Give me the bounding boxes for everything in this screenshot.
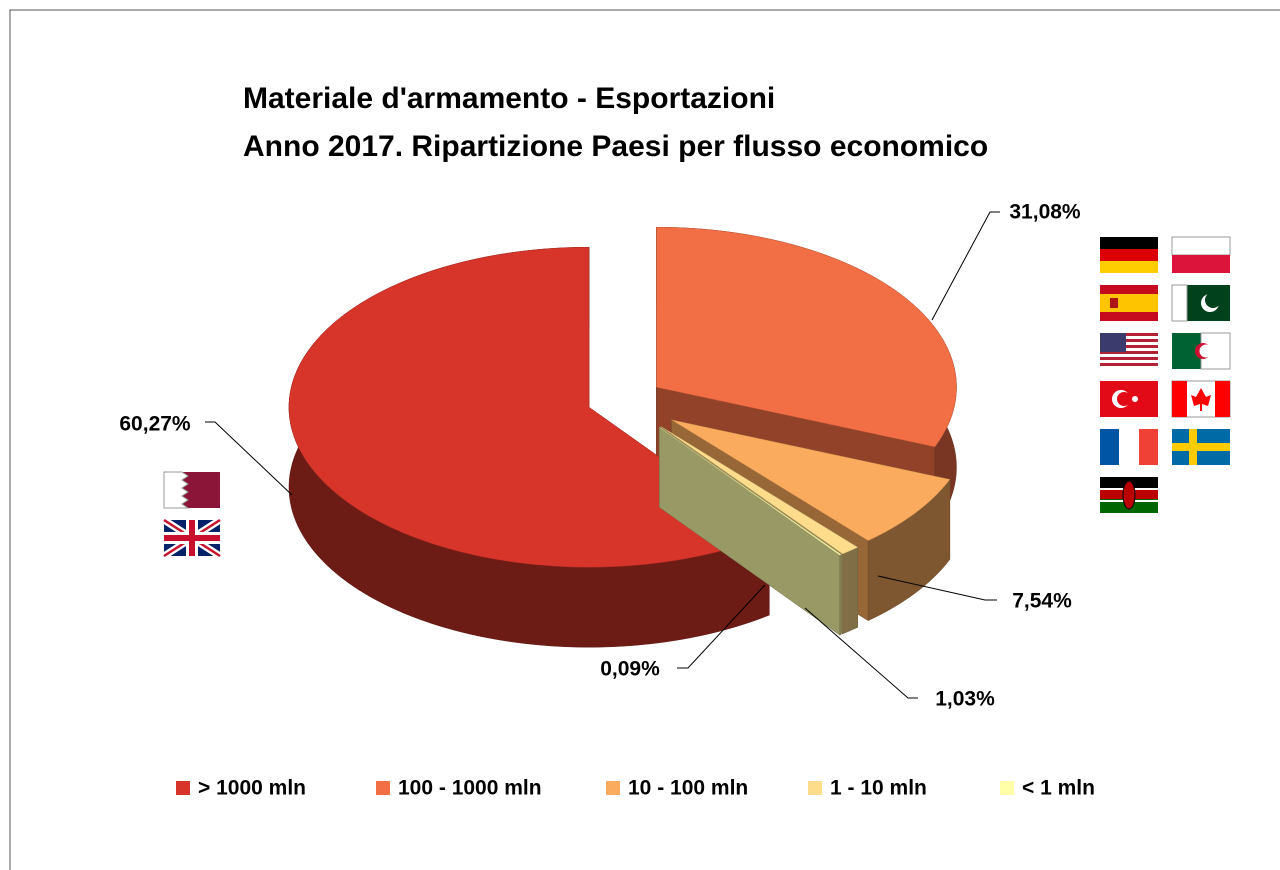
leader-line xyxy=(931,211,1000,321)
slice xyxy=(656,226,957,448)
flag-pakistan xyxy=(1171,284,1230,322)
data-label: 7,54% xyxy=(1012,590,1072,613)
flag-france xyxy=(1100,429,1158,465)
flag-poland xyxy=(1171,236,1231,273)
legend-label: 100 - 1000 mln xyxy=(398,777,542,800)
legend-swatch xyxy=(1000,781,1014,795)
flag-canada xyxy=(1171,380,1231,418)
slice-side xyxy=(839,554,842,636)
leader-line xyxy=(677,584,766,669)
legend-label: > 1000 mln xyxy=(198,777,306,800)
legend-label: 1 - 10 mln xyxy=(830,777,927,800)
legend-swatch xyxy=(376,781,390,795)
slice xyxy=(288,246,770,568)
flag-qatar xyxy=(163,471,220,509)
flag-kenya xyxy=(1100,477,1158,513)
legend-swatch xyxy=(606,781,620,795)
flags-right xyxy=(1100,236,1231,513)
chart-title: Anno 2017. Ripartizione Paesi per flusso… xyxy=(243,130,988,163)
leader-line xyxy=(205,421,293,496)
slice xyxy=(659,426,842,636)
chart-title: Materiale d'armamento - Esportazioni xyxy=(243,82,775,115)
flag-uk xyxy=(162,517,222,559)
data-label: 60,27% xyxy=(119,413,191,436)
flag-algeria xyxy=(1172,332,1231,370)
flag-turkey xyxy=(1100,381,1158,417)
legend-label: < 1 mln xyxy=(1022,777,1095,800)
chart-frame xyxy=(9,9,1280,870)
slice-side xyxy=(842,546,858,635)
slice xyxy=(659,427,842,556)
leader-line xyxy=(877,575,997,601)
legend-swatch xyxy=(176,781,190,795)
slice xyxy=(671,419,951,541)
flag-germany xyxy=(1100,237,1158,273)
flag-sweden xyxy=(1172,429,1230,465)
flag-spain xyxy=(1100,285,1158,321)
flag-usa xyxy=(1100,333,1158,369)
data-label: 0,09% xyxy=(600,658,660,681)
slice xyxy=(288,246,770,648)
leader-line xyxy=(804,607,918,699)
data-label: 31,08% xyxy=(1009,201,1081,224)
data-label: 1,03% xyxy=(935,688,995,711)
legend-swatch xyxy=(808,781,822,795)
legend-label: 10 - 100 mln xyxy=(628,777,748,800)
pie xyxy=(288,226,957,648)
flags-left xyxy=(162,471,222,559)
slice xyxy=(660,426,859,555)
